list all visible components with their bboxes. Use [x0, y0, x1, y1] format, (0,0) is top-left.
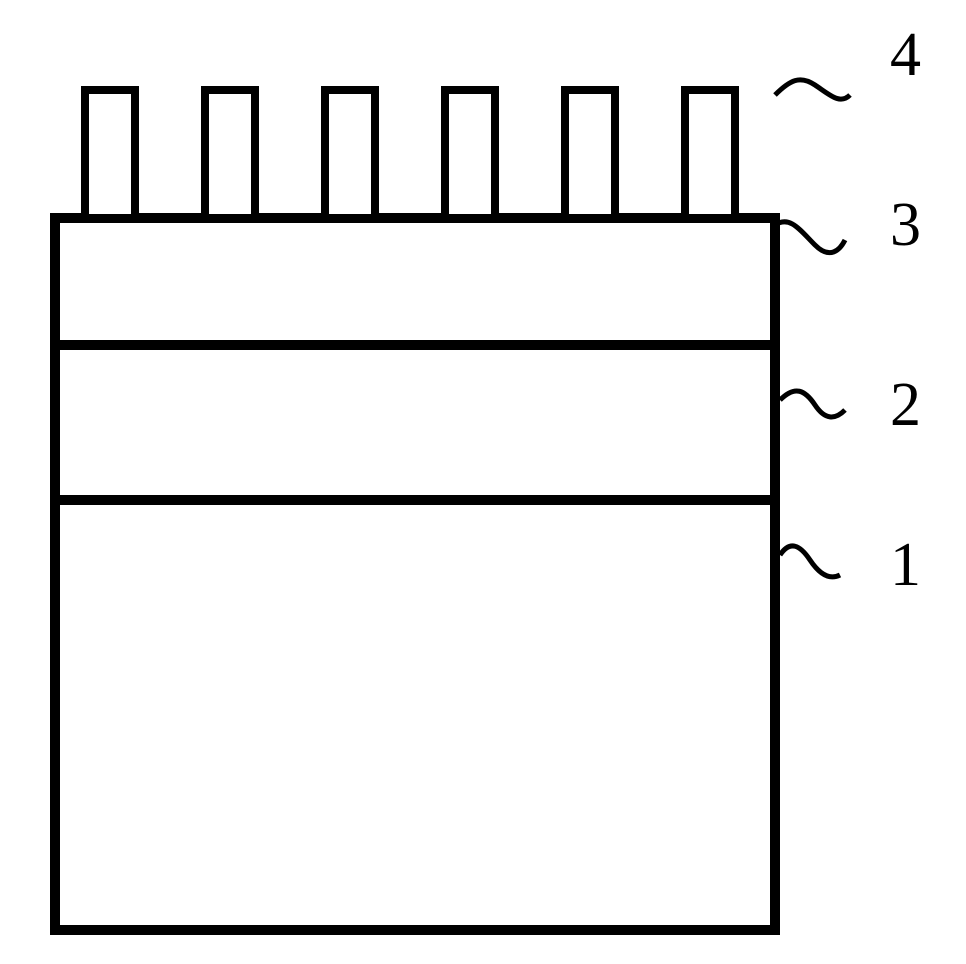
pillar-6	[685, 90, 735, 218]
label-2: 2	[890, 370, 921, 441]
leader-4	[775, 80, 850, 99]
pillar-4	[445, 90, 495, 218]
pillar-3	[325, 90, 375, 218]
leader-2	[780, 391, 845, 417]
leader-1	[780, 546, 840, 577]
pillar-2	[205, 90, 255, 218]
cross-section-diagram	[55, 70, 775, 950]
layer-1	[55, 500, 775, 930]
layer-2	[55, 345, 775, 500]
label-4: 4	[890, 20, 921, 91]
leader-3	[775, 222, 845, 253]
layer-3	[55, 218, 775, 345]
label-3: 3	[890, 190, 921, 261]
diagram-svg	[0, 0, 966, 964]
pillar-5	[565, 90, 615, 218]
label-1: 1	[890, 530, 921, 601]
pillar-1	[85, 90, 135, 218]
